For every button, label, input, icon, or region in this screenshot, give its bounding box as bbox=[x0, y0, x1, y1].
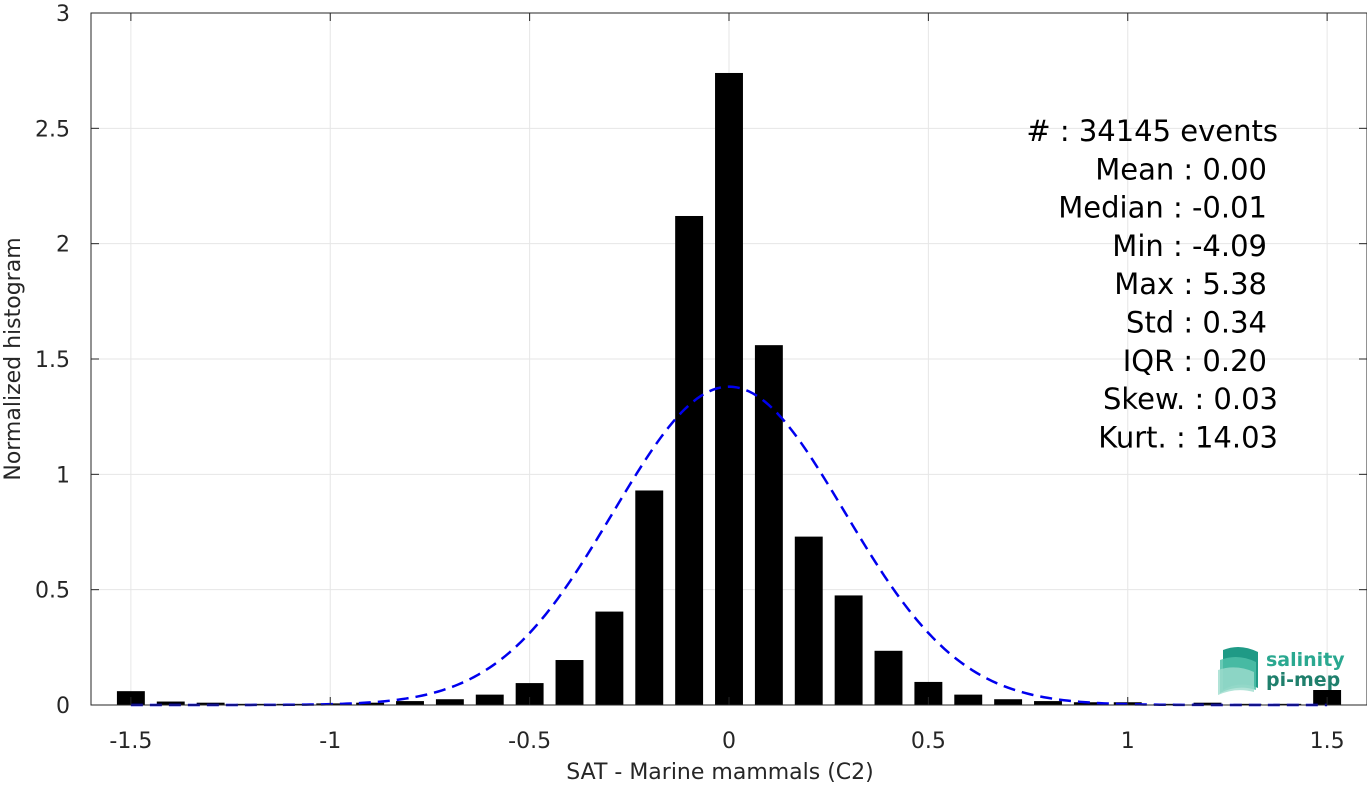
stat-line: # : 34145 events bbox=[1026, 114, 1278, 148]
x-tick-label: 0 bbox=[722, 729, 736, 754]
stat-line: Std : 0.34 bbox=[1126, 306, 1267, 340]
y-tick-label: 0 bbox=[56, 694, 70, 719]
histogram-bar bbox=[1233, 703, 1262, 705]
stat-line: Mean : 0.00 bbox=[1095, 152, 1267, 186]
histogram-bar bbox=[675, 215, 704, 705]
x-tick-label: -1.5 bbox=[109, 729, 152, 754]
y-tick-label: 1 bbox=[56, 463, 70, 488]
histogram-bar bbox=[475, 694, 504, 705]
x-tick-label: -1 bbox=[319, 729, 341, 754]
histogram-bar bbox=[994, 699, 1023, 705]
statistics-box: # : 34145 events Mean : 0.00 Median : -0.0… bbox=[1026, 114, 1278, 454]
y-tick-label: 3 bbox=[56, 2, 70, 27]
histogram-bar bbox=[555, 660, 584, 705]
histogram-bar bbox=[1153, 703, 1182, 705]
histogram-bar bbox=[794, 536, 823, 705]
logo-line-1: salinity bbox=[1266, 649, 1345, 671]
histogram-bar bbox=[595, 611, 624, 705]
y-tick-label: 0.5 bbox=[35, 579, 70, 604]
histogram-bar bbox=[396, 701, 424, 705]
stat-line: Min : -4.09 bbox=[1112, 229, 1267, 263]
histogram-bars bbox=[116, 72, 1342, 706]
histogram-bar bbox=[435, 699, 464, 705]
histogram-bar bbox=[356, 702, 385, 705]
stat-line: IQR : 0.20 bbox=[1123, 344, 1267, 378]
histogram-bar bbox=[635, 490, 664, 705]
y-tick-label: 2.5 bbox=[35, 117, 70, 142]
histogram-bar bbox=[874, 650, 903, 705]
x-tick-label: 0.5 bbox=[911, 729, 946, 754]
stat-line: Kurt. : 14.03 bbox=[1098, 420, 1278, 454]
y-tick-label: 2 bbox=[56, 233, 70, 258]
histogram-bar bbox=[754, 345, 783, 705]
axis-ticks: -1.5 -1 -0.5 0 0.5 1 1.5 0 0.5 1 1.5 2 2.5 3 bbox=[35, 2, 1367, 754]
histogram-bar bbox=[1034, 701, 1062, 705]
y-axis-title: Normalized histogram bbox=[1, 237, 26, 480]
stat-line: Median : -0.01 bbox=[1058, 191, 1267, 225]
histogram-bar bbox=[914, 681, 943, 705]
stat-line: Max : 5.38 bbox=[1114, 267, 1267, 301]
histogram-bar bbox=[954, 694, 983, 705]
stat-line: Skew. : 0.03 bbox=[1103, 382, 1278, 416]
histogram-bar bbox=[515, 683, 544, 705]
x-tick-label: 1 bbox=[1121, 729, 1135, 754]
wave-logo-icon bbox=[1218, 646, 1258, 695]
histogram-bar bbox=[156, 701, 185, 705]
salinity-pi-mep-logo: salinity pi-mep bbox=[1218, 646, 1345, 695]
x-tick-label: -0.5 bbox=[508, 729, 551, 754]
logo-line-2: pi-mep bbox=[1266, 669, 1340, 691]
x-axis-title: SAT - Marine mammals (C2) bbox=[566, 760, 874, 785]
histogram-bar bbox=[834, 595, 863, 705]
y-tick-label: 1.5 bbox=[35, 348, 70, 373]
histogram-bar bbox=[1193, 702, 1222, 705]
x-tick-label: 1.5 bbox=[1310, 729, 1345, 754]
